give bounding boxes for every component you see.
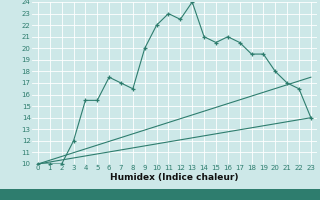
X-axis label: Humidex (Indice chaleur): Humidex (Indice chaleur) (110, 173, 239, 182)
